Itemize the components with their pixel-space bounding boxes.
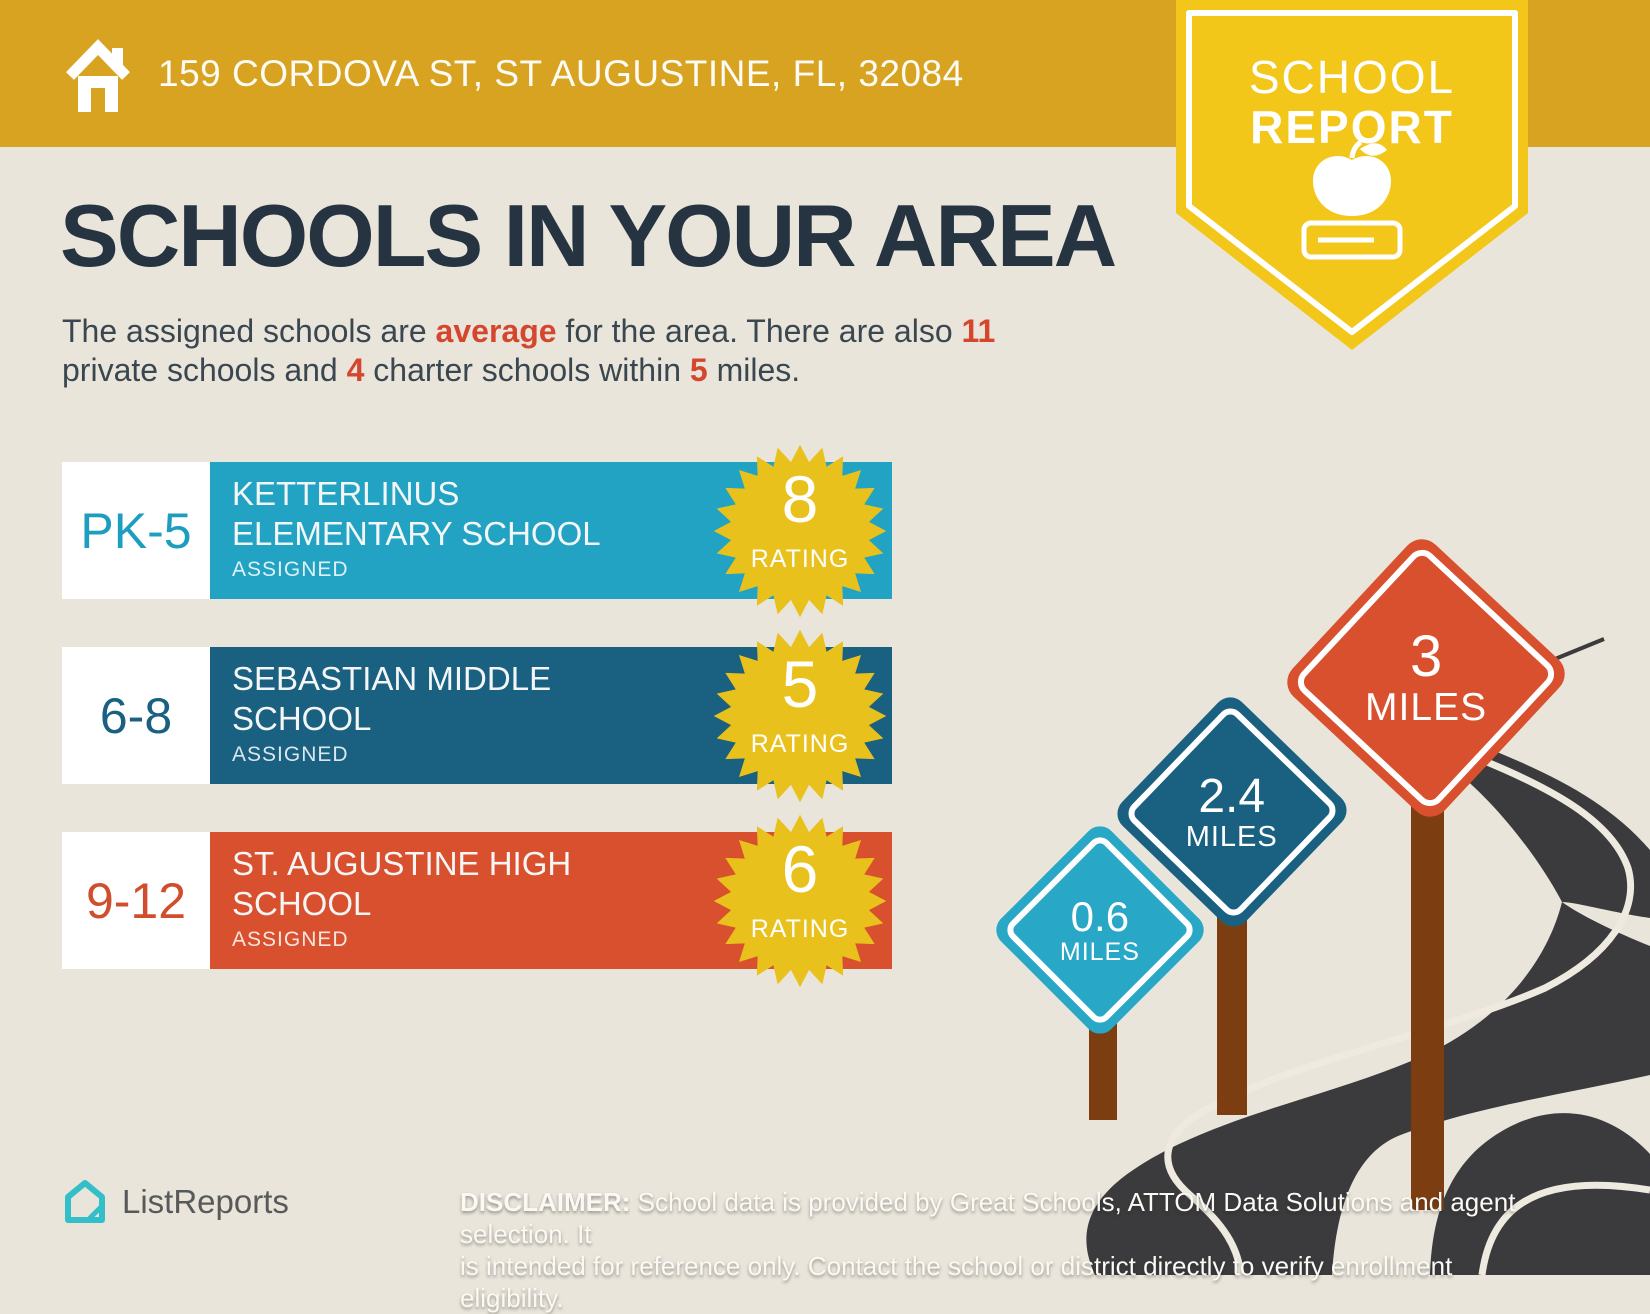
subtitle-line1: The assigned schools are average for the… — [62, 313, 996, 349]
school-row-elementary: PK-5 KETTERLINUS ELEMENTARY SCHOOL ASSIGN… — [62, 444, 982, 618]
distance-unit: MILES — [1364, 685, 1488, 729]
grade-range: 9-12 — [62, 832, 210, 969]
distance-unit: MILES — [1185, 820, 1279, 853]
rating-starburst: 5 RATING — [712, 628, 888, 804]
disclaimer-line2: is intended for reference only. Contact … — [460, 1251, 1453, 1313]
ribbon-line1: SCHOOL — [1248, 51, 1456, 103]
disclaimer-line1: DISCLAIMER: School data is provided by G… — [460, 1187, 1516, 1249]
assigned-label: ASSIGNED — [232, 558, 349, 581]
grade-range: 6-8 — [62, 647, 210, 784]
school-row-high: 9-12 ST. AUGUSTINE HIGH SCHOOL ASSIGNED 6… — [62, 814, 982, 988]
road-illustration — [1086, 637, 1650, 1275]
rating-starburst: 6 RATING — [712, 813, 888, 989]
road-body — [1086, 732, 1650, 1275]
accent-private-count: 11 — [961, 313, 996, 349]
rating-starburst: 8 RATING — [712, 443, 888, 619]
school-report-ribbon: SCHOOL REPORT — [1176, 0, 1528, 352]
subtitle: The assigned schools are average for the… — [62, 312, 995, 390]
rating-label: RATING — [750, 730, 850, 758]
listreports-logo: ListReports — [62, 1178, 289, 1226]
accent-radius: 5 — [689, 352, 708, 388]
page-title: SCHOOLS IN YOUR AREA — [60, 186, 1117, 285]
ribbon-line2: REPORT — [1250, 101, 1454, 153]
subtitle-line2: private schools and 4 charter schools wi… — [62, 352, 801, 388]
sign-post — [1411, 800, 1444, 1210]
rating-label: RATING — [750, 545, 850, 573]
home-icon — [66, 39, 130, 112]
assigned-label: ASSIGNED — [232, 743, 349, 766]
sign-post — [1217, 915, 1247, 1115]
distance-unit: MILES — [1059, 937, 1141, 966]
school-row-middle: 6-8 SEBASTIAN MIDDLE SCHOOL ASSIGNED 5 RA… — [62, 629, 982, 803]
property-address: 159 CORDOVA ST, ST AUGUSTINE, FL, 32084 — [158, 52, 964, 94]
apple-on-book-icon — [1301, 139, 1403, 260]
school-name: ST. AUGUSTINE HIGH SCHOOL — [232, 845, 572, 922]
rating-value: 6 — [781, 832, 819, 906]
accent-average: average — [435, 313, 557, 349]
distance-value: 0.6 — [1070, 892, 1130, 940]
rating-value: 8 — [781, 462, 819, 536]
road-corner-line — [1478, 1181, 1650, 1275]
rating-value: 5 — [781, 647, 819, 721]
school-name: KETTERLINUS ELEMENTARY SCHOOL — [232, 475, 601, 552]
listreports-logo-text: ListReports — [122, 1183, 289, 1220]
rating-label: RATING — [750, 915, 850, 943]
listreports-house-icon — [65, 1180, 105, 1223]
grade-range: PK-5 — [62, 462, 210, 599]
school-name: SEBASTIAN MIDDLE SCHOOL — [232, 660, 552, 737]
distance-value: 2.4 — [1198, 769, 1266, 823]
disclaimer: DISCLAIMER: School data is provided by G… — [460, 1186, 1520, 1314]
accent-charter-count: 4 — [346, 352, 365, 388]
assigned-label: ASSIGNED — [232, 928, 349, 951]
distance-value: 3 — [1409, 624, 1443, 690]
